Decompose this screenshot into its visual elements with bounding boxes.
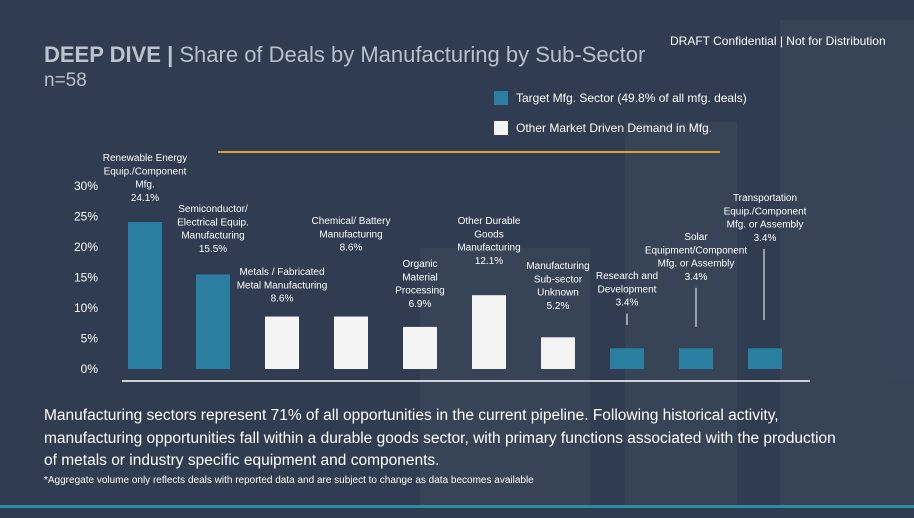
category-label: Sub-sector: [534, 274, 583, 285]
category-label: Organic: [402, 259, 437, 270]
category-label: Manufacturing: [181, 231, 244, 242]
legend-label: Target Mfg. Sector (49.8% of all mfg. de…: [516, 91, 747, 105]
category-label: Mfg. or Assembly: [727, 220, 804, 231]
y-tick-label: 15%: [74, 271, 98, 285]
category-label: Manufacturing: [457, 243, 520, 254]
bottom-accent-line: [0, 505, 914, 508]
data-label: 8.6%: [271, 294, 294, 305]
y-tick-label: 10%: [74, 301, 98, 315]
category-label: Metal Manufacturing: [237, 280, 328, 291]
legend-swatch-target: [494, 91, 508, 105]
data-label: 3.4%: [754, 233, 777, 244]
category-label: Metals / Fabricated: [239, 267, 324, 278]
data-label: 12.1%: [475, 256, 503, 267]
category-label: Goods: [474, 229, 503, 240]
data-label: 3.4%: [685, 272, 708, 283]
category-label: Development: [598, 284, 657, 295]
legend-item-other: Other Market Driven Demand in Mfg.: [494, 121, 712, 135]
category-label: Chemical/ Battery: [312, 216, 391, 227]
category-label: Equip./Component: [724, 206, 807, 217]
y-tick-label: 0%: [81, 362, 99, 376]
data-label: 5.2%: [547, 301, 570, 312]
bar-chart: 0% 5% 10% 15% 20% 25% 30% Renewable Energy Equip…: [74, 151, 810, 382]
bar-5: [403, 326, 437, 369]
legend-item-target: Target Mfg. Sector (49.8% of all mfg. de…: [494, 91, 747, 105]
summary-text: Manufacturing sectors represent 71% of a…: [44, 407, 836, 469]
category-label: Other Durable: [458, 216, 521, 227]
y-tick-label: 30%: [74, 179, 98, 193]
title-bold: DEEP DIVE |: [44, 42, 174, 67]
title-text: Share of Deals by Manufacturing by Sub-S…: [179, 42, 646, 67]
category-label: Mfg. or Assembly: [658, 259, 735, 270]
category-label: Manufacturing: [526, 261, 589, 272]
bar-2: [196, 274, 230, 369]
background-logo-bowl: [625, 122, 737, 505]
bar-3: [265, 316, 299, 369]
background-logo-stem: [780, 20, 914, 505]
data-label: 8.6%: [340, 243, 363, 254]
bar-7: [541, 337, 575, 369]
category-label: Equip./Component: [104, 166, 187, 177]
footnote: *Aggregate volume only reflects deals wi…: [44, 475, 534, 486]
data-label: 15.5%: [199, 244, 227, 255]
sample-size: n=58: [44, 70, 87, 91]
data-label: 24.1%: [131, 193, 159, 204]
bar-4: [334, 316, 368, 369]
page-title: DEEP DIVE | Share of Deals by Manufactur…: [44, 42, 645, 68]
category-label: Processing: [395, 286, 444, 297]
category-label: Semiconductor/: [178, 204, 248, 215]
category-label: Renewable Energy: [103, 153, 188, 164]
category-label: Unknown: [537, 288, 579, 299]
draft-notice: DRAFT Confidential | Not for Distributio…: [670, 34, 886, 48]
bar-10: [748, 348, 782, 369]
category-label: Mfg.: [135, 180, 154, 191]
bar-6: [472, 295, 506, 369]
y-tick-label: 20%: [74, 240, 98, 254]
category-label: Material: [402, 272, 438, 283]
category-label: Electrical Equip.: [177, 217, 249, 228]
y-tick-label: 25%: [74, 210, 98, 224]
category-label: Equipment/Component: [645, 245, 748, 256]
category-label: Manufacturing: [319, 229, 382, 240]
legend-swatch-other: [494, 121, 508, 135]
data-label: 6.9%: [409, 299, 432, 310]
data-label: 3.4%: [616, 298, 639, 309]
category-label: Solar: [684, 232, 708, 243]
bar-9: [679, 348, 713, 369]
category-label: Research and: [596, 271, 658, 282]
category-label: Transportation: [733, 193, 797, 204]
y-tick-label: 5%: [81, 332, 99, 346]
bar-8: [610, 348, 644, 369]
background-logo-inner: [420, 248, 590, 505]
bar-1: [128, 221, 162, 369]
legend-label: Other Market Driven Demand in Mfg.: [516, 121, 713, 135]
